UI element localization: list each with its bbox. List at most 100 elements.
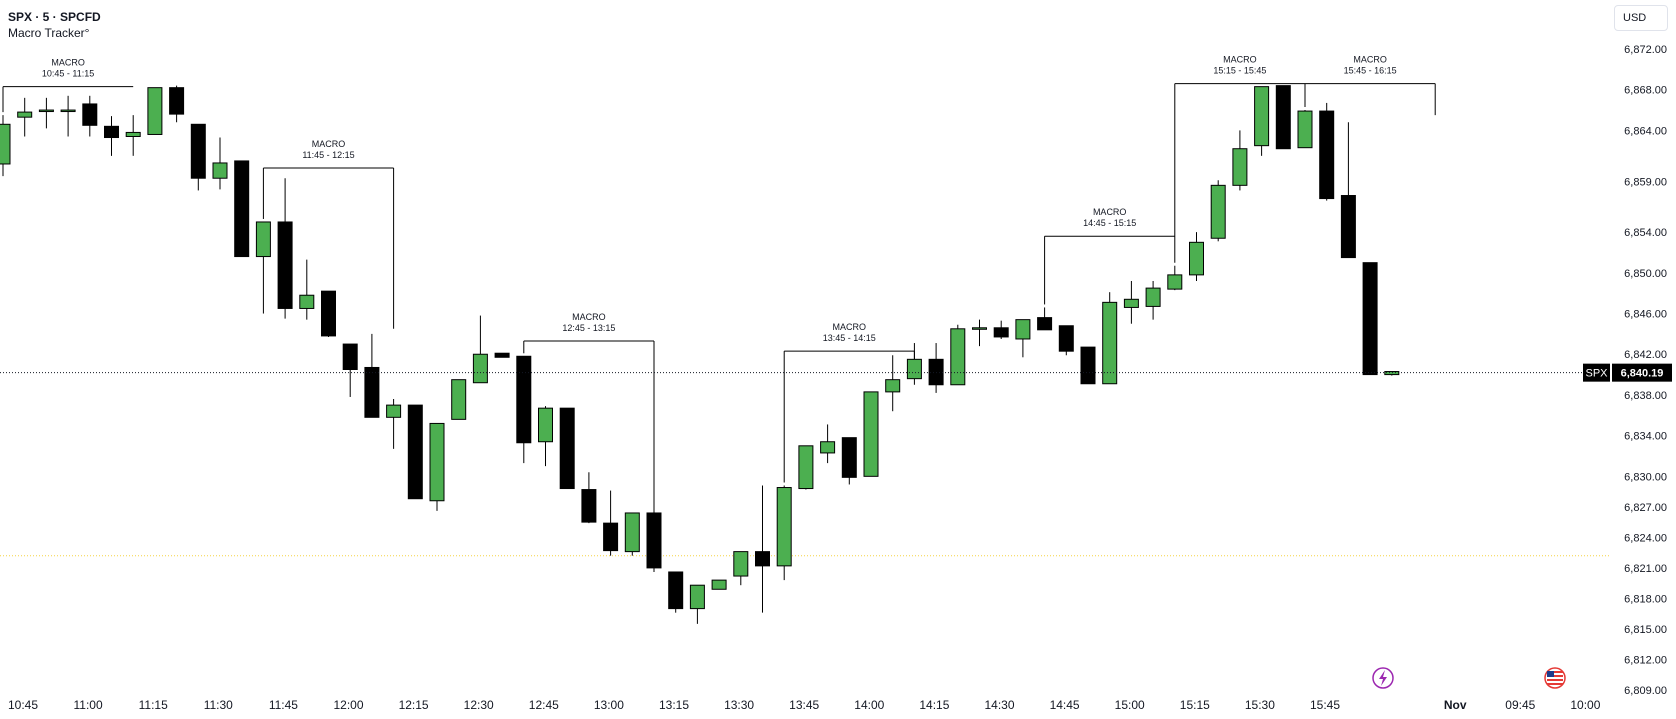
candle [1037,307,1053,331]
candle [538,406,553,467]
indicator-name[interactable]: Macro Tracker° [8,26,90,40]
candle [277,178,293,319]
candle-body [1102,301,1118,385]
candle-body [668,571,684,610]
y-tick-label: 6,821.00 [1624,563,1667,575]
candle-body [1340,195,1356,259]
candle [993,320,1009,339]
x-tick-label: 14:15 [919,698,949,712]
x-tick-label: 13:30 [724,698,754,712]
candle [17,97,33,137]
y-tick-label: 6,854.00 [1624,227,1667,239]
candle [147,87,163,135]
candle [104,116,119,156]
candle [1340,122,1356,259]
candle [1167,265,1183,291]
candle [1384,371,1400,376]
candle-body [1145,287,1161,307]
currency-button[interactable]: USD [1614,5,1668,31]
candle [1232,130,1248,191]
x-tick-label: 12:15 [399,698,429,712]
candle [494,352,510,358]
candle [0,115,11,177]
x-tick-label: 11:00 [74,698,103,712]
candle-body [538,407,553,443]
x-tick-label: 10:00 [1570,698,1600,712]
candle [38,97,54,129]
candle [429,422,445,511]
candle [472,315,488,384]
candle [733,551,749,586]
candle-body [1123,298,1139,308]
y-tick-label: 6,859.00 [1624,176,1667,188]
candle [1189,232,1204,281]
x-tick-label: 15:15 [1180,698,1210,712]
x-tick-label: 11:15 [139,698,168,712]
y-tick-label: 6,824.00 [1624,532,1667,544]
y-tick-label: 6,827.00 [1624,502,1667,514]
candle-body [733,551,749,577]
candle [1319,102,1335,201]
candle [689,584,705,624]
us-flag-icon[interactable] [1544,667,1566,689]
candle [1058,325,1074,356]
candle-body [798,445,814,490]
macro-label: MACRO [1223,55,1257,65]
candle-body [0,123,11,165]
candle-body [711,579,727,590]
macro-time-label: 15:15 - 15:45 [1213,66,1266,76]
candle [364,333,380,418]
candle [451,379,467,420]
lightning-icon[interactable] [1372,667,1394,689]
candle-body [255,221,271,258]
y-tick-label: 6,815.00 [1624,624,1667,636]
candle [1362,262,1378,376]
candle [906,343,922,385]
x-tick-label: 13:15 [659,698,689,712]
candle-body [342,343,358,371]
y-tick-label: 6,850.00 [1624,268,1667,280]
macro-time-label: 12:45 - 13:15 [562,323,615,333]
candle-body [1058,325,1074,352]
candle [212,137,228,190]
candle-body [472,353,488,384]
candle [234,160,250,258]
candle [624,512,640,556]
candle-body [1254,86,1270,147]
candle [516,355,532,464]
x-tick-label: 14:45 [1050,698,1080,712]
candle-body [451,379,467,420]
candle [60,95,76,137]
candle [1275,85,1291,150]
candle-body [299,294,315,309]
candle-body [82,103,98,126]
chart-title[interactable]: SPX · 5 · SPCFD [8,10,101,24]
candle [82,95,98,137]
y-tick-label: 6,834.00 [1624,431,1667,443]
candle [1297,110,1313,149]
candle [1080,346,1096,385]
macro-time-label: 14:45 - 15:15 [1083,218,1136,228]
candle [798,445,814,490]
candle [1254,86,1270,156]
x-tick-label: 11:45 [269,698,298,712]
x-tick-label: 14:30 [984,698,1014,712]
candle-body [1080,346,1096,385]
candle-body [321,290,336,337]
candle-body [212,162,228,179]
candle-body [885,379,901,393]
candle [603,490,619,556]
candle-body [1015,319,1031,340]
candle-body [429,422,445,502]
x-tick-label: 13:45 [789,698,819,712]
candle [755,485,770,613]
x-tick-label: Nov [1444,698,1467,712]
candle [321,290,336,337]
x-tick-label: 09:45 [1505,698,1535,712]
y-tick-label: 6,830.00 [1624,471,1667,483]
candle-body [689,584,705,610]
